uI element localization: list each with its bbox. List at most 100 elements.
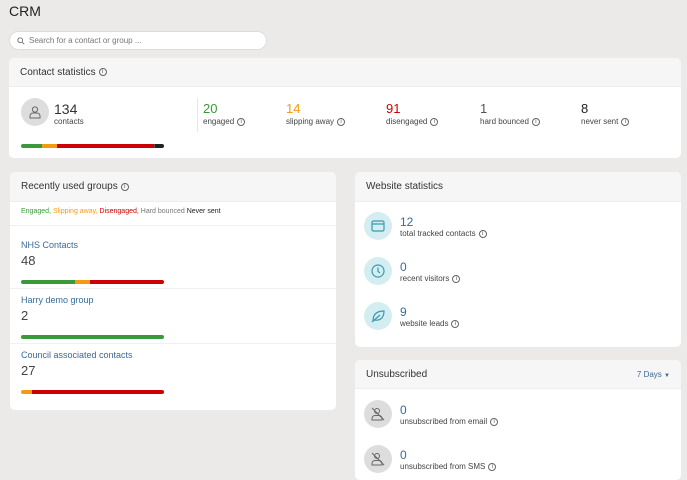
- group-status-bar: [21, 280, 164, 284]
- legend-disengaged: Disengaged,: [99, 208, 139, 215]
- unsubscribed-stat: 0 unsubscribed from email i: [400, 403, 499, 426]
- clock-icon: [364, 257, 392, 285]
- info-icon[interactable]: i: [337, 117, 346, 126]
- stat-label: website leads: [400, 319, 449, 328]
- bar-never-sent: [155, 144, 164, 148]
- search-input[interactable]: Search for a contact or group ...: [9, 31, 267, 50]
- stat-label: never sent: [581, 117, 619, 126]
- search-placeholder: Search for a contact or group ...: [29, 36, 142, 45]
- total-contacts: 134 contacts: [54, 102, 84, 126]
- card-title: Contact statistics: [20, 66, 96, 78]
- bar-bounced: [153, 144, 156, 148]
- period-value: 7 Days: [636, 369, 662, 379]
- bar-disengaged: [32, 390, 164, 394]
- stat-label: slipping away: [286, 117, 335, 126]
- search-icon: [17, 36, 25, 45]
- info-icon[interactable]: i: [430, 117, 439, 126]
- stat-1: 14 slipping away i: [286, 101, 346, 126]
- legend-bounced: Hard bounced: [140, 208, 185, 215]
- divider: [197, 98, 198, 132]
- info-icon[interactable]: i: [451, 319, 460, 328]
- bar-engaged: [21, 335, 164, 339]
- group-name[interactable]: Harry demo group: [21, 295, 94, 305]
- website-stat: 0 recent visitors i: [400, 260, 461, 283]
- card-title: Recently used groups: [21, 181, 118, 192]
- bar-slipping: [42, 144, 57, 148]
- stat-value: 0: [400, 448, 407, 462]
- unsubscribed-card: Unsubscribed 7 Days ▼ 0 unsubscribed from…: [355, 360, 681, 480]
- unsubscribed-user-icon: [364, 445, 392, 473]
- info-icon[interactable]: i: [237, 117, 246, 126]
- contacts-status-bar: [21, 144, 164, 148]
- stat-0: 20 engaged i: [203, 101, 246, 126]
- group-status-bar: [21, 390, 164, 394]
- stat-label: unsubscribed from SMS: [400, 462, 486, 471]
- stat-label: hard bounced: [480, 117, 529, 126]
- card-title: Website statistics: [366, 181, 444, 192]
- info-icon[interactable]: i: [120, 182, 129, 191]
- contact-statistics-card: Contact statistics i 134 contacts 20 engag…: [9, 58, 681, 158]
- bar-engaged: [21, 144, 43, 148]
- stat-label: engaged: [203, 117, 235, 126]
- info-icon[interactable]: i: [98, 68, 107, 76]
- stat-label: total tracked contacts: [400, 229, 476, 238]
- info-icon[interactable]: i: [490, 417, 499, 426]
- card-title: Unsubscribed: [366, 368, 428, 380]
- stat-4: 8 never sent i: [581, 101, 630, 126]
- chevron-down-icon: ▼: [664, 372, 670, 379]
- group-item[interactable]: Harry demo group 2: [21, 295, 321, 339]
- page-title: CRM: [9, 3, 41, 19]
- info-icon[interactable]: i: [531, 117, 540, 126]
- total-label: contacts: [54, 117, 84, 126]
- card-header: Contact statistics i: [9, 58, 681, 87]
- stat-value: 0: [400, 403, 407, 417]
- stat-value: 1: [480, 101, 488, 116]
- contact-avatar-icon: [21, 98, 49, 126]
- group-name[interactable]: NHS Contacts: [21, 240, 79, 250]
- bar-slipping: [75, 280, 90, 284]
- stat-value: 0: [400, 260, 407, 274]
- info-icon[interactable]: i: [478, 229, 487, 238]
- legend-never-sent: Never sent: [186, 208, 221, 215]
- status-legend: Engaged, Slipping away, Disengaged, Hard…: [21, 208, 221, 215]
- divider: [10, 288, 336, 289]
- stat-3: 1 hard bounced i: [480, 102, 540, 126]
- stat-value: 12: [400, 215, 414, 229]
- info-icon[interactable]: i: [452, 274, 461, 283]
- group-count: 2: [21, 308, 29, 323]
- legend-slipping: Slipping away,: [52, 208, 98, 215]
- divider: [10, 343, 336, 344]
- unsubscribed-user-icon: [364, 400, 392, 428]
- stat-2: 91 disengaged i: [386, 101, 439, 126]
- stat-label: disengaged: [386, 117, 428, 126]
- legend-engaged: Engaged,: [21, 208, 51, 215]
- group-count: 48: [21, 253, 36, 268]
- leaf-icon: [364, 302, 392, 330]
- stat-value: 20: [203, 101, 218, 116]
- total-value: 134: [54, 101, 78, 117]
- stat-label: recent visitors: [400, 274, 450, 283]
- website-stat: 12 total tracked contacts i: [400, 216, 487, 238]
- stat-label: unsubscribed from email: [400, 417, 488, 426]
- website-statistics-card: Website statistics 12 total tracked conta…: [355, 172, 681, 347]
- info-icon[interactable]: i: [621, 117, 630, 126]
- group-item[interactable]: NHS Contacts 48: [21, 240, 321, 284]
- unsubscribed-stat: 0 unsubscribed from SMS i: [400, 448, 497, 471]
- info-icon[interactable]: i: [488, 462, 497, 471]
- recently-used-groups-card: Recently used groups i Engaged, Slipping …: [10, 172, 336, 410]
- stat-value: 8: [581, 101, 589, 116]
- website-stat: 9 website leads i: [400, 305, 460, 328]
- bar-disengaged: [56, 144, 154, 148]
- group-count: 27: [21, 363, 36, 378]
- group-item[interactable]: Council associated contacts 27: [21, 350, 321, 394]
- stat-value: 91: [386, 101, 401, 116]
- browser-icon: [364, 212, 392, 240]
- group-status-bar: [21, 335, 164, 339]
- stat-value: 9: [400, 305, 407, 319]
- bar-slipping: [21, 390, 33, 394]
- period-dropdown[interactable]: 7 Days ▼: [637, 370, 670, 379]
- bar-engaged: [21, 280, 76, 284]
- group-name[interactable]: Council associated contacts: [21, 350, 133, 360]
- stat-value: 14: [286, 101, 301, 116]
- bar-disengaged: [89, 280, 164, 284]
